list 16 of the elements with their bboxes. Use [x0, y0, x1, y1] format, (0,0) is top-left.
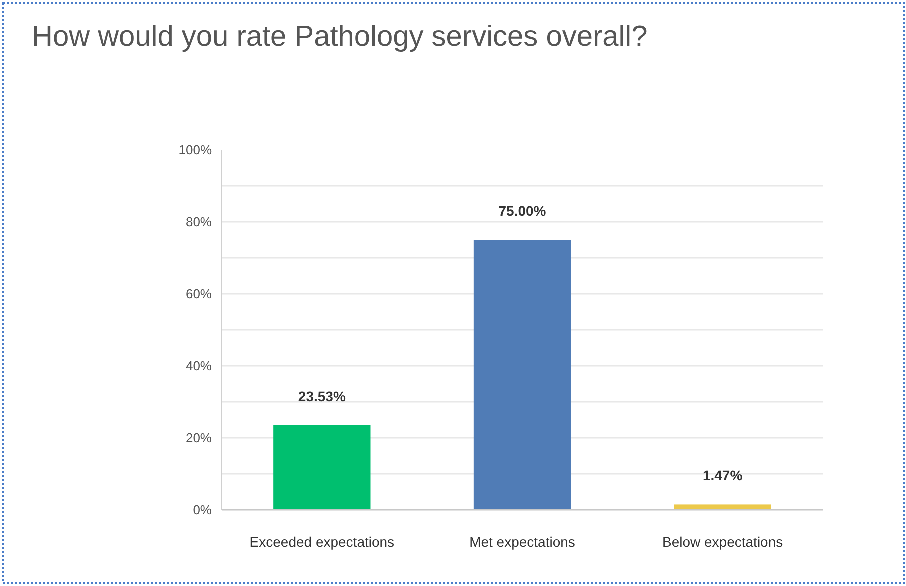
bar: [674, 504, 772, 510]
bar: [274, 425, 371, 510]
chart-title: How would you rate Pathology services overall?: [32, 21, 648, 53]
bar: [474, 240, 572, 510]
y-tick-label: 60%: [186, 286, 212, 302]
y-tick-label: 100%: [178, 142, 212, 158]
data-label: 75.00%: [498, 203, 547, 219]
x-tick-label: Met expectations: [470, 534, 576, 550]
data-label: 1.47%: [702, 468, 744, 484]
y-tick-label: 20%: [186, 430, 212, 446]
y-tick-label: 40%: [186, 358, 212, 374]
y-tick-label: 80%: [186, 214, 212, 230]
x-tick-label: Below expectations: [662, 534, 784, 550]
data-label: 23.53%: [298, 388, 346, 404]
x-tick-label: Exceeded expectations: [250, 534, 395, 550]
y-tick-label: 0%: [193, 502, 212, 518]
